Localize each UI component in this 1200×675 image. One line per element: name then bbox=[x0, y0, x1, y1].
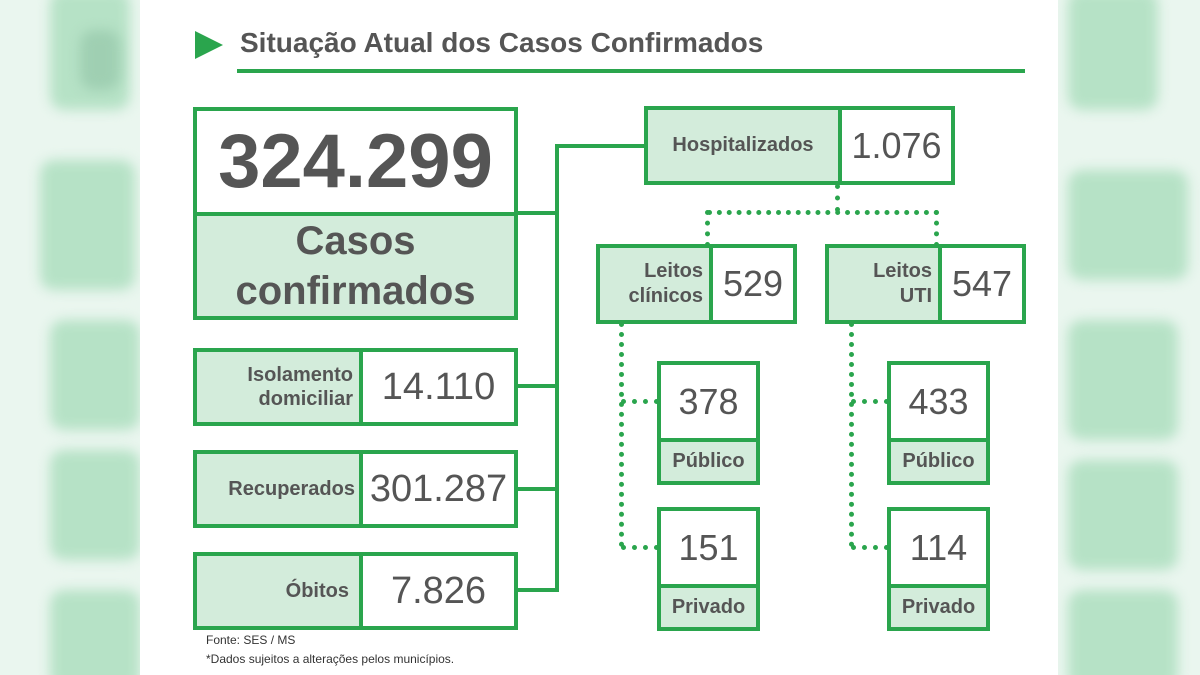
dotted-clinicos-down bbox=[619, 322, 624, 547]
dotted-uti-privado bbox=[851, 545, 889, 550]
clinicos-publico-value: 378 bbox=[661, 365, 756, 438]
clinicos-publico-label: Público bbox=[661, 442, 756, 481]
leitos-clinicos-box: Leitos clínicos 529 bbox=[596, 244, 797, 324]
recuperados-label: Recuperados bbox=[197, 454, 359, 524]
page-title: Situação Atual dos Casos Confirmados bbox=[240, 27, 764, 58]
obitos-box: Óbitos 7.826 bbox=[193, 552, 518, 630]
blurred-background-left bbox=[0, 0, 140, 675]
blurred-background-right bbox=[1058, 0, 1200, 675]
uti-publico-box: 433 Público bbox=[887, 361, 990, 485]
uti-privado-label: Privado bbox=[891, 588, 986, 627]
clinicos-publico-box: 378 Público bbox=[657, 361, 760, 485]
uti-privado-box: 114 Privado bbox=[887, 507, 990, 631]
leitos-clinicos-line2: clínicos bbox=[628, 285, 703, 307]
total-cases-label: Casos confirmados bbox=[197, 216, 514, 316]
leitos-uti-line2: UTI bbox=[899, 285, 932, 307]
dotted-to-uti bbox=[934, 210, 939, 247]
clinicos-privado-label: Privado bbox=[661, 588, 756, 627]
disclaimer-note: *Dados sujeitos a alterações pelos munic… bbox=[206, 652, 455, 666]
dotted-hosp-down bbox=[835, 184, 840, 212]
recuperados-value: 301.287 bbox=[363, 454, 514, 524]
dotted-clinicos-publico bbox=[621, 399, 659, 404]
total-cases-value: 324.299 bbox=[197, 111, 514, 212]
dotted-clinicos-privado bbox=[621, 545, 659, 550]
connector-from-total bbox=[515, 211, 557, 215]
leitos-clinicos-line1: Leitos bbox=[644, 260, 703, 282]
obitos-value: 7.826 bbox=[363, 556, 514, 626]
uti-publico-value: 433 bbox=[891, 365, 986, 438]
connector-to-hospitalizados bbox=[555, 144, 648, 148]
source-note: Fonte: SES / MS bbox=[206, 633, 296, 647]
dotted-uti-down bbox=[849, 322, 854, 547]
hospitalizados-value: 1.076 bbox=[842, 110, 951, 181]
title-underline bbox=[237, 69, 1025, 73]
dotted-hosp-split bbox=[707, 210, 939, 215]
isolamento-label-line2: domiciliar bbox=[258, 388, 353, 410]
connector-isolamento bbox=[515, 384, 557, 388]
hospitalizados-box: Hospitalizados 1.076 bbox=[644, 106, 955, 185]
clinicos-privado-value: 151 bbox=[661, 511, 756, 584]
leitos-clinicos-label: Leitos clínicos bbox=[600, 248, 709, 320]
hospitalizados-label: Hospitalizados bbox=[648, 110, 838, 181]
total-cases-box: 324.299 Casos confirmados bbox=[193, 107, 518, 320]
obitos-label: Óbitos bbox=[197, 556, 359, 626]
dotted-to-clinicos bbox=[705, 210, 710, 247]
isolamento-label-line1: Isolamento bbox=[247, 364, 353, 386]
dotted-uti-publico bbox=[851, 399, 889, 404]
isolamento-value: 14.110 bbox=[363, 352, 514, 422]
connector-recuperados bbox=[515, 487, 557, 491]
leitos-uti-label: Leitos UTI bbox=[829, 248, 938, 320]
leitos-uti-value: 547 bbox=[942, 248, 1022, 320]
leitos-clinicos-value: 529 bbox=[713, 248, 793, 320]
clinicos-privado-box: 151 Privado bbox=[657, 507, 760, 631]
recuperados-box: Recuperados 301.287 bbox=[193, 450, 518, 528]
leitos-uti-line1: Leitos bbox=[873, 260, 932, 282]
uti-privado-value: 114 bbox=[891, 511, 986, 584]
connector-trunk bbox=[555, 144, 559, 592]
leitos-uti-box: Leitos UTI 547 bbox=[825, 244, 1026, 324]
isolamento-box: Isolamento domiciliar 14.110 bbox=[193, 348, 518, 426]
isolamento-label: Isolamento domiciliar bbox=[197, 352, 359, 422]
connector-obitos bbox=[515, 588, 557, 592]
play-arrow-icon bbox=[195, 31, 223, 59]
uti-publico-label: Público bbox=[891, 442, 986, 481]
